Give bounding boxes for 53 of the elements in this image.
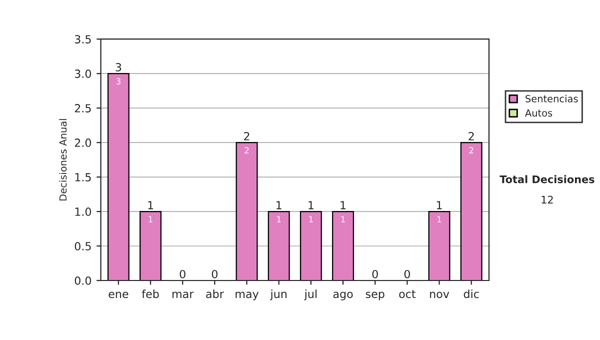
x-tick-label: nov [430, 292, 450, 298]
y-tick-label: 3.5 [74, 35, 91, 44]
y-axis-title: Decisiones Anual [59, 119, 67, 200]
total-label: 0 [212, 270, 218, 278]
y-tick-label: 1.0 [75, 208, 92, 216]
data-label: 2 [469, 147, 474, 154]
y-tick-label: 3.0 [74, 70, 92, 78]
data-label: 1 [277, 216, 281, 222]
total-label: 1 [148, 201, 154, 210]
total-label: 1 [436, 201, 442, 210]
legend-label: Autos [525, 109, 552, 117]
bar [428, 210, 450, 280]
data-label: 1 [148, 216, 152, 222]
x-tick-label: dic [464, 290, 479, 298]
x-tick-label: jul [304, 290, 317, 300]
total-label: 0 [180, 270, 186, 278]
data-label: 1 [309, 216, 313, 222]
bar [332, 210, 354, 280]
total-label: 0 [404, 270, 410, 278]
bar [236, 142, 258, 280]
total-label: 1 [276, 201, 282, 210]
y-tick-label: 0.0 [74, 276, 92, 285]
total-label: 3 [116, 63, 122, 72]
bar [140, 210, 162, 280]
y-tick-label: 1.5 [75, 173, 91, 182]
bar [268, 210, 290, 280]
total-label: 1 [308, 201, 314, 210]
data-label: 2 [244, 147, 249, 154]
total-label: 0 [372, 270, 378, 278]
x-tick-label: jun [270, 290, 286, 300]
x-tick-label: ago [333, 292, 353, 300]
x-tick-label: sep [366, 292, 384, 300]
x-tick-label: ene [108, 292, 128, 298]
total-label: 1 [340, 201, 346, 210]
legend-label: Sentencias [526, 94, 578, 102]
bar [460, 142, 482, 280]
x-tick-label: abr [206, 290, 224, 298]
x-tick-label: oct [399, 290, 416, 298]
y-tick-label: 2.0 [74, 138, 92, 147]
y-tick-label: 2.5 [74, 104, 91, 112]
total-label: 2 [468, 132, 474, 140]
x-tick-label: may [236, 292, 259, 300]
data-label: 3 [116, 78, 120, 84]
text: 12 [542, 196, 553, 204]
x-tick-label: mar [172, 292, 194, 298]
data-label: 1 [438, 216, 442, 222]
text: Total Decisiones [500, 175, 594, 184]
bar [300, 210, 322, 280]
bar [107, 73, 130, 280]
total-label: 2 [244, 132, 250, 140]
y-tick-label: 0.5 [74, 242, 91, 250]
x-tick-label: feb [142, 290, 159, 298]
data-label: 1 [341, 216, 345, 222]
